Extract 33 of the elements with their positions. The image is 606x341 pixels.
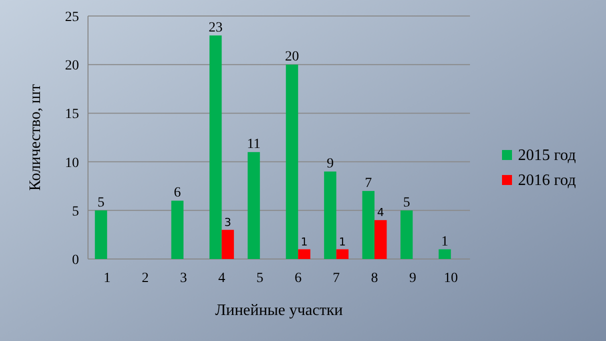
y-tick-label: 20 <box>65 58 79 74</box>
data-label: 4 <box>377 206 384 220</box>
y-tick-label: 0 <box>72 253 79 268</box>
y-tick-label: 15 <box>65 107 79 122</box>
data-label: 1 <box>338 235 346 248</box>
data-label: 6 <box>174 186 181 201</box>
data-label: 7 <box>364 176 372 191</box>
data-label: 11 <box>247 137 261 152</box>
x-tick-label: 3 <box>180 271 187 286</box>
x-tick-label: 9 <box>409 271 416 286</box>
y-tick-label: 5 <box>72 204 79 220</box>
data-label: 20 <box>284 50 299 65</box>
y-tick-label: 10 <box>65 156 79 171</box>
x-axis-title: Линейные участки <box>215 302 344 319</box>
x-tick-label: 5 <box>256 271 264 286</box>
data-label: 23 <box>208 20 223 36</box>
x-tick-label: 7 <box>332 271 340 286</box>
data-label: 5 <box>403 195 410 210</box>
data-label: 1 <box>441 234 448 250</box>
x-tick-label: 4 <box>218 271 226 286</box>
legend-label: 2016 год <box>518 172 576 189</box>
data-label: 3 <box>224 216 232 229</box>
x-tick-label: 10 <box>444 271 458 286</box>
x-tick-label: 6 <box>294 271 302 286</box>
y-axis-title: Количество, шт <box>27 84 44 191</box>
x-tick-label: 1 <box>104 271 111 286</box>
y-tick-label: 25 <box>65 10 79 25</box>
x-tick-label: 2 <box>142 271 149 286</box>
legend-label: 2015 год <box>518 147 576 164</box>
x-tick-label: 8 <box>371 271 378 286</box>
data-label: 9 <box>326 156 334 172</box>
data-label: 1 <box>300 235 308 248</box>
data-label: 5 <box>97 195 104 210</box>
